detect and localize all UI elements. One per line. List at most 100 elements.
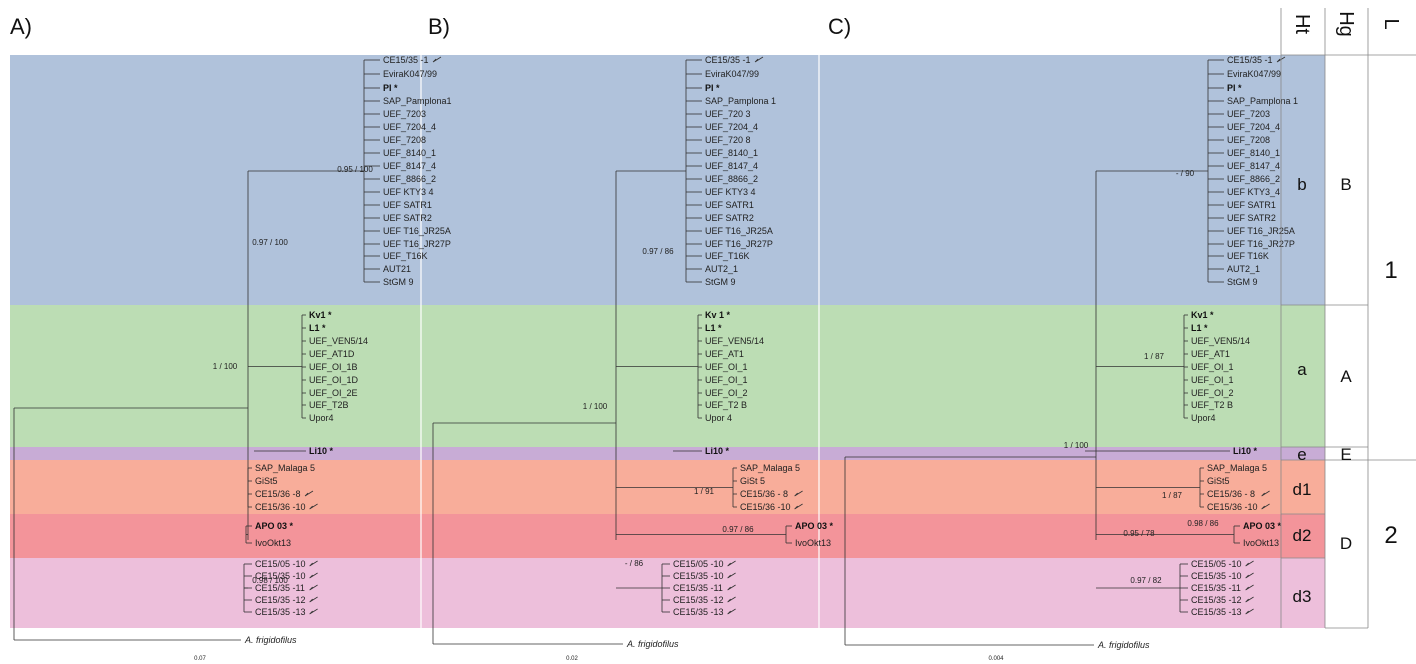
tip-label: GiSt 5 bbox=[740, 476, 765, 486]
tip-label: UEF_7203 bbox=[383, 109, 426, 119]
support-d1: 1 / 87 bbox=[1162, 491, 1183, 500]
band-e bbox=[10, 447, 1325, 460]
tip-label: UEF_8866_2 bbox=[1227, 174, 1280, 184]
arrow-icon bbox=[1245, 572, 1254, 579]
arrow-icon bbox=[727, 584, 736, 591]
tip-label: CE15/35 -1 bbox=[1227, 55, 1273, 65]
arrow-icon bbox=[794, 503, 803, 510]
tip-label: UEF_T16K bbox=[705, 251, 750, 261]
tip-label: SAP_Malaga 5 bbox=[1207, 463, 1267, 473]
support-B: - / 90 bbox=[1176, 169, 1195, 178]
scale-label: 0.07 bbox=[194, 656, 206, 662]
tip-label: UEF_VEN5/14 bbox=[1191, 336, 1250, 346]
arrow-icon bbox=[432, 56, 442, 63]
arrow-icon bbox=[309, 596, 318, 603]
arrow-icon bbox=[727, 560, 736, 567]
tip-label: Upor 4 bbox=[705, 413, 732, 423]
tip-label: PI * bbox=[705, 83, 720, 93]
tip-label: SAP_Pamplona1 bbox=[383, 96, 452, 106]
tip-label: CE15/35 -11 bbox=[673, 583, 723, 593]
tip-label: IvoOkt13 bbox=[1243, 538, 1279, 548]
arrow-icon bbox=[754, 56, 764, 63]
tip-label: UEF_7203 bbox=[1227, 109, 1270, 119]
tip-label: UEF_OI_2 bbox=[705, 388, 748, 398]
tip-label: EviraK047/99 bbox=[383, 69, 437, 79]
tip-label: UEF_T16K bbox=[383, 251, 428, 261]
tip-label: CE15/35 -1 bbox=[383, 55, 429, 65]
tip-label: UEF_OI_1D bbox=[309, 375, 359, 385]
support-B: 0.97 / 100 bbox=[252, 238, 288, 247]
tip-label: CE15/36 - 8 bbox=[740, 489, 788, 499]
tip-label: CE15/35 -12 bbox=[1191, 595, 1242, 605]
band-d2 bbox=[10, 514, 1325, 558]
tip-label: UEF SATR1 bbox=[1227, 200, 1276, 210]
scale-label: 0.02 bbox=[566, 656, 578, 662]
tip-label: GiSt5 bbox=[1207, 476, 1230, 486]
arrow-icon bbox=[309, 503, 318, 510]
tip-label: SAP_Pamplona 1 bbox=[705, 96, 776, 106]
tip-label: UEF_OI_1 bbox=[1191, 362, 1234, 372]
tip-label: StGM 9 bbox=[705, 277, 736, 287]
tip-label: UEF_VEN5/14 bbox=[309, 336, 368, 346]
tip-label: UEF SATR1 bbox=[705, 200, 754, 210]
tip-label: IvoOkt13 bbox=[795, 538, 831, 548]
tip-label: UEF SATR2 bbox=[1227, 213, 1276, 223]
tip-label: UEF_7204_4 bbox=[1227, 122, 1280, 132]
tip-label: UEF_AT1D bbox=[309, 349, 355, 359]
tip-label: APO 03 * bbox=[255, 521, 294, 531]
tip-label: UEF_T2 B bbox=[1191, 400, 1233, 410]
tip-label: CE15/36 -10 bbox=[255, 502, 306, 512]
tip-label: UEF SATR2 bbox=[383, 213, 432, 223]
support-root: 1 / 100 bbox=[1064, 441, 1089, 450]
arrow-icon bbox=[1245, 608, 1254, 615]
ht-cell-d3: d3 bbox=[1293, 587, 1312, 606]
tree-panel-2: CE15/35 -1 EviraK047/99 PI * SAP_Pamplona 1… bbox=[844, 55, 1298, 662]
tip-label: UEF KTY3 4 bbox=[705, 187, 756, 197]
clade-bands bbox=[10, 55, 1416, 628]
tip-label: UEF_8866_2 bbox=[383, 174, 436, 184]
support-B-inner: 0.95 / 100 bbox=[337, 165, 373, 174]
support-root: 1 / 100 bbox=[583, 402, 608, 411]
tree-panel-1: CE15/35 -1 EviraK047/99 PI * SAP_Pamplona 1… bbox=[432, 55, 834, 662]
tip-label: EviraK047/99 bbox=[705, 69, 759, 79]
tip-label: CE15/35 -10 bbox=[673, 571, 724, 581]
support-A: 1 / 87 bbox=[1144, 352, 1165, 361]
tip-label: UEF_OI_2 bbox=[1191, 388, 1234, 398]
ht-cell-d2: d2 bbox=[1293, 526, 1312, 545]
tip-label: UEF SATR1 bbox=[383, 200, 432, 210]
tip-label: UEF_8140_1 bbox=[1227, 148, 1280, 158]
tip-label: CE15/36 - 8 bbox=[1207, 489, 1255, 499]
table-bg bbox=[1325, 55, 1416, 628]
header-l: L bbox=[1380, 18, 1402, 29]
tip-label: CE15/35 -11 bbox=[255, 583, 305, 593]
arrow-icon bbox=[727, 572, 736, 579]
tip-label: CE15/05 -10 bbox=[673, 559, 724, 569]
tip-label: CE15/35 -13 bbox=[1191, 607, 1242, 617]
panel-a-label: A) bbox=[10, 14, 32, 39]
l-cell-2: 2 bbox=[1384, 522, 1397, 549]
arrow-icon bbox=[309, 608, 318, 615]
ht-cell-d1: d1 bbox=[1293, 480, 1312, 499]
hg-cell-D: D bbox=[1340, 534, 1352, 553]
tip-label: UEF T16_JR27P bbox=[1227, 239, 1295, 249]
outgroup-label: A. frigidofilus bbox=[1097, 640, 1150, 650]
ht-cell-a: a bbox=[1297, 360, 1307, 379]
hg-cell-B: B bbox=[1340, 175, 1351, 194]
tip-label: UEF T16_JR25A bbox=[383, 226, 451, 236]
band-d1 bbox=[10, 460, 1325, 514]
tip-label: CE15/35 -10 bbox=[1191, 571, 1242, 581]
tip-label: UEF KTY3_4 bbox=[1227, 187, 1280, 197]
l-cell-1: 1 bbox=[1384, 257, 1397, 284]
tip-label: CE15/36 -10 bbox=[740, 502, 791, 512]
ht-cell-b: b bbox=[1297, 175, 1306, 194]
tip-label: CE15/36 -8 bbox=[255, 489, 301, 499]
outgroup-label: A. frigidofilus bbox=[244, 635, 297, 645]
panel-separators bbox=[420, 55, 820, 628]
support-D: 0.95 / 78 bbox=[1123, 529, 1155, 538]
tip-label: L1 * bbox=[1191, 323, 1208, 333]
tip-label: UEF SATR2 bbox=[705, 213, 754, 223]
support-d3: 0.98 / 100 bbox=[252, 576, 288, 585]
tip-label: Li10 * bbox=[705, 446, 730, 456]
support-d3: 0.97 / 82 bbox=[1130, 576, 1162, 585]
